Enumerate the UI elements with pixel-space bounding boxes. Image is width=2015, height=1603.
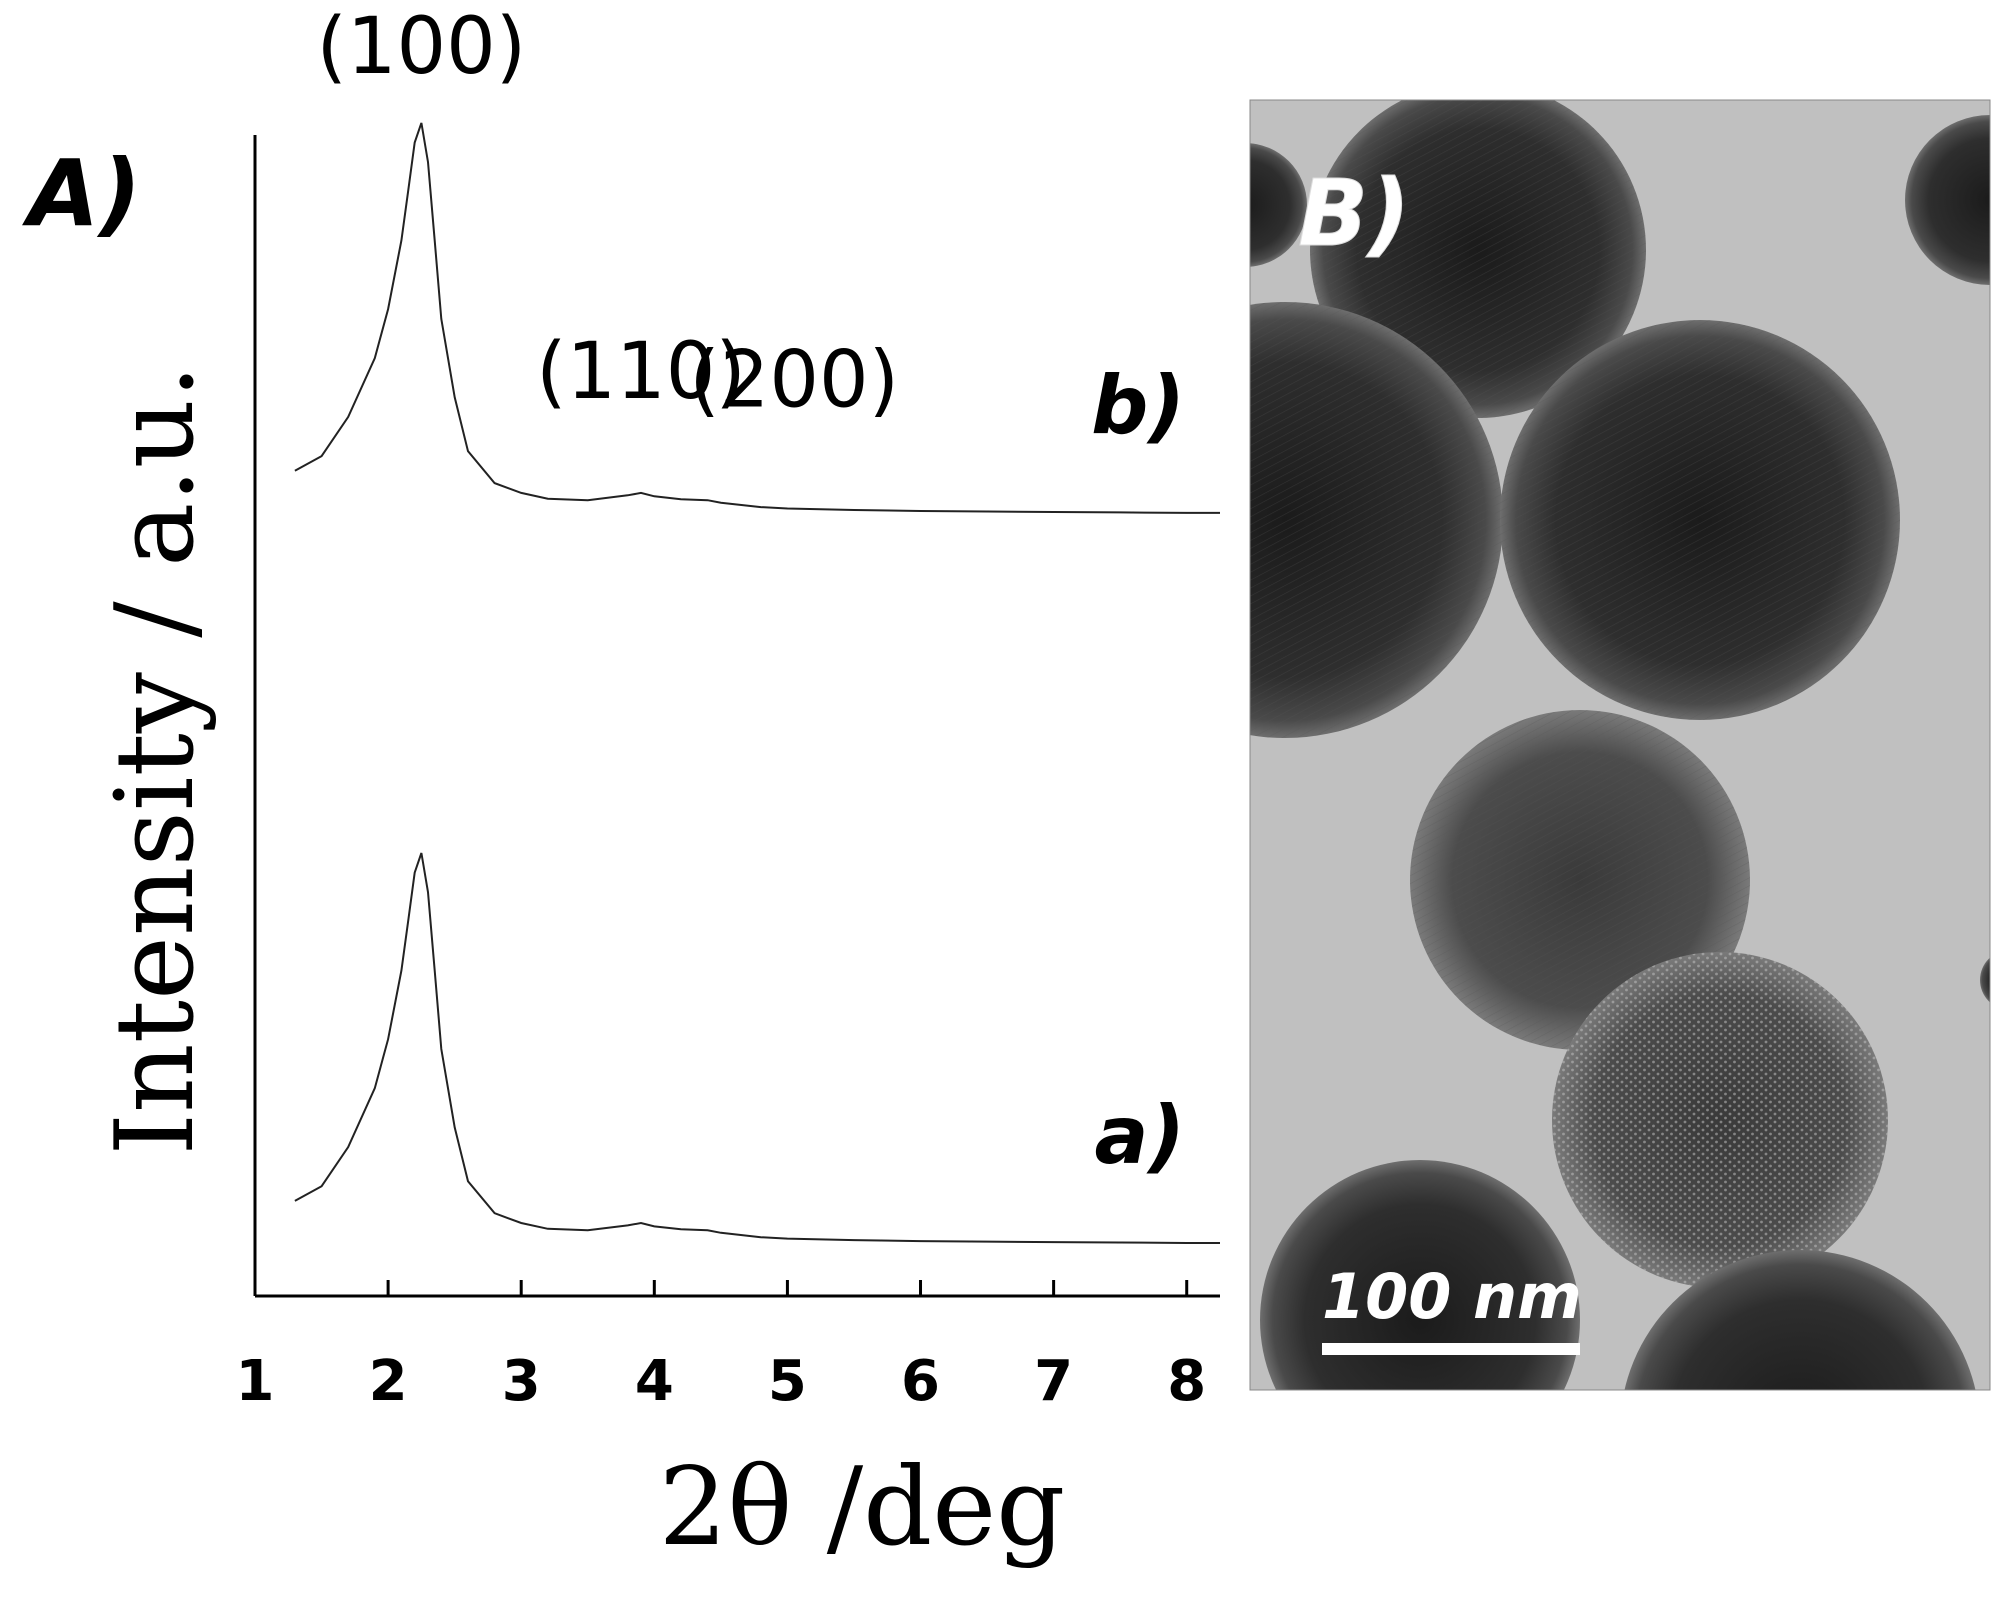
x-tick-label-4: 4: [635, 1349, 674, 1414]
peak-labels: (100) (110)(200): [317, 2, 900, 426]
series-line-1: [294, 122, 1220, 514]
panel-a: A) 1 2 3 4 5 6 7 8 a) b) (100) (110)(200) Intensi…: [22, 2, 1220, 1570]
series-label-0: a): [1094, 1089, 1185, 1182]
scale-bar: 100 nm: [1322, 1260, 1582, 1355]
x-tick-label-7: 7: [1034, 1349, 1073, 1414]
x-tick-label-5: 5: [768, 1349, 807, 1414]
scale-bar-line: [1322, 1343, 1580, 1355]
x-ticks: [253, 1280, 1189, 1296]
peak-label-2: (200): [689, 335, 899, 425]
x-tick-label-6: 6: [901, 1349, 940, 1414]
particle: [1624, 1250, 1976, 1390]
scale-bar-label: 100 nm: [1322, 1260, 1582, 1333]
y-axis-label: Intensity / a.u.: [93, 364, 218, 1155]
particle: [1260, 1160, 1580, 1390]
xrd-plot: 1 2 3 4 5 6 7 8 a) b) (100) (110)(200): [236, 2, 1220, 1414]
peak-label-1: (110): [536, 327, 746, 417]
x-tick-label-3: 3: [502, 1349, 541, 1414]
x-tick-labels: 1 2 3 4 5 6 7 8: [236, 1349, 1207, 1414]
series-group: a) b): [294, 122, 1220, 1244]
panel-b: B) 100 nm: [1249, 99, 1991, 1391]
series-line-0: [294, 852, 1220, 1244]
particle: [1905, 115, 1990, 285]
particle: [1980, 957, 1990, 1003]
x-tick-label-8: 8: [1167, 1349, 1206, 1414]
x-tick-label-1: 1: [236, 1349, 275, 1414]
panel-a-label: A): [22, 140, 141, 247]
particle: [1250, 143, 1307, 267]
series-label-1: b): [1091, 359, 1185, 452]
tem-micrograph: [1250, 100, 1990, 1390]
peak-label-0: (100): [317, 2, 527, 92]
x-tick-label-2: 2: [369, 1349, 408, 1414]
panel-b-label: B): [1298, 160, 1410, 267]
x-axis-label: 2θ /deg: [659, 1445, 1066, 1570]
